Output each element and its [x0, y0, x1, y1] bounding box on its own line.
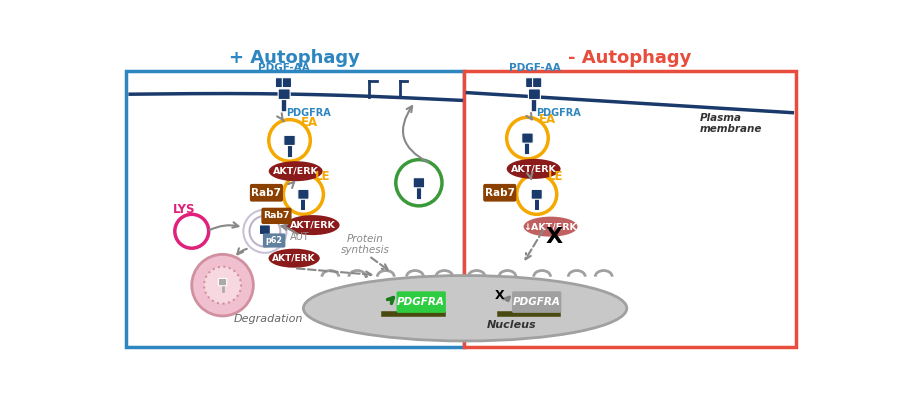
FancyBboxPatch shape: [464, 71, 796, 347]
FancyBboxPatch shape: [126, 71, 464, 347]
Ellipse shape: [507, 159, 561, 179]
FancyBboxPatch shape: [261, 208, 292, 224]
FancyBboxPatch shape: [284, 135, 295, 146]
FancyBboxPatch shape: [533, 78, 542, 88]
FancyBboxPatch shape: [528, 89, 540, 100]
Text: X: X: [545, 227, 562, 247]
Ellipse shape: [268, 249, 320, 268]
FancyBboxPatch shape: [278, 89, 290, 100]
FancyBboxPatch shape: [526, 78, 535, 88]
Text: EA: EA: [539, 114, 556, 126]
Ellipse shape: [303, 276, 626, 341]
Circle shape: [204, 267, 241, 304]
FancyBboxPatch shape: [283, 78, 292, 88]
Text: LE: LE: [548, 170, 563, 183]
Text: PDGF-AA: PDGF-AA: [258, 64, 310, 74]
Text: PDGFRA: PDGFRA: [513, 297, 561, 307]
Text: p62: p62: [266, 236, 283, 245]
FancyBboxPatch shape: [397, 291, 446, 313]
FancyBboxPatch shape: [219, 278, 227, 286]
FancyBboxPatch shape: [275, 78, 284, 88]
FancyBboxPatch shape: [413, 178, 425, 188]
Ellipse shape: [269, 161, 323, 181]
Text: Plasma
membrane: Plasma membrane: [700, 113, 762, 134]
FancyBboxPatch shape: [531, 189, 543, 199]
Text: + Autophagy: + Autophagy: [230, 49, 360, 67]
Ellipse shape: [524, 217, 578, 237]
Text: PDGFRA: PDGFRA: [397, 297, 446, 307]
Text: EA: EA: [302, 116, 319, 129]
Text: PDGF-AA: PDGF-AA: [508, 64, 561, 74]
Text: X: X: [495, 290, 505, 302]
Text: Nucleus: Nucleus: [487, 320, 536, 330]
Text: AUT: AUT: [290, 232, 310, 242]
Text: Rab7: Rab7: [485, 188, 515, 198]
Ellipse shape: [285, 215, 339, 235]
FancyBboxPatch shape: [298, 189, 309, 199]
Text: Degradation: Degradation: [234, 314, 303, 324]
Text: Rab7: Rab7: [263, 211, 290, 220]
FancyBboxPatch shape: [259, 225, 270, 234]
FancyBboxPatch shape: [512, 291, 562, 313]
Text: - Autophagy: - Autophagy: [568, 49, 691, 67]
FancyBboxPatch shape: [522, 133, 533, 143]
Text: AKT/ERK: AKT/ERK: [290, 221, 336, 230]
FancyBboxPatch shape: [483, 184, 517, 202]
Text: Rab7: Rab7: [251, 188, 282, 198]
Circle shape: [192, 254, 254, 316]
Text: PDGFRA: PDGFRA: [285, 108, 330, 118]
Text: AKT/ERK: AKT/ERK: [511, 164, 556, 173]
Text: LE: LE: [315, 170, 330, 183]
Text: ↓AKT/ERK: ↓AKT/ERK: [524, 222, 578, 231]
Text: AKT/ERK: AKT/ERK: [273, 254, 316, 263]
Text: AKT/ERK: AKT/ERK: [273, 167, 319, 176]
Text: LYS: LYS: [173, 203, 195, 216]
Text: Protein
synthesis: Protein synthesis: [340, 234, 390, 255]
FancyBboxPatch shape: [263, 234, 285, 248]
FancyBboxPatch shape: [250, 184, 283, 202]
Text: PDGFRA: PDGFRA: [536, 108, 580, 118]
